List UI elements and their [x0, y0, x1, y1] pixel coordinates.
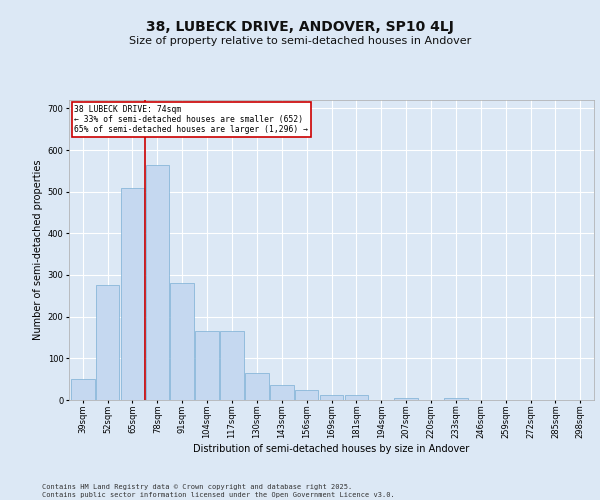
Bar — [71, 379, 95, 400]
X-axis label: Distribution of semi-detached houses by size in Andover: Distribution of semi-detached houses by … — [193, 444, 470, 454]
Bar — [320, 395, 343, 400]
Bar — [344, 395, 368, 400]
Bar — [96, 286, 119, 400]
Bar — [220, 331, 244, 400]
Bar — [121, 188, 144, 400]
Text: 38 LUBECK DRIVE: 74sqm
← 33% of semi-detached houses are smaller (652)
65% of se: 38 LUBECK DRIVE: 74sqm ← 33% of semi-det… — [74, 104, 308, 134]
Bar — [444, 398, 468, 400]
Bar — [394, 398, 418, 400]
Bar — [295, 390, 319, 400]
Y-axis label: Number of semi-detached properties: Number of semi-detached properties — [34, 160, 43, 340]
Text: Contains HM Land Registry data © Crown copyright and database right 2025.
Contai: Contains HM Land Registry data © Crown c… — [42, 484, 395, 498]
Bar — [170, 284, 194, 400]
Text: 38, LUBECK DRIVE, ANDOVER, SP10 4LJ: 38, LUBECK DRIVE, ANDOVER, SP10 4LJ — [146, 20, 454, 34]
Bar — [146, 164, 169, 400]
Bar — [195, 331, 219, 400]
Text: Size of property relative to semi-detached houses in Andover: Size of property relative to semi-detach… — [129, 36, 471, 46]
Bar — [245, 373, 269, 400]
Bar — [270, 384, 293, 400]
